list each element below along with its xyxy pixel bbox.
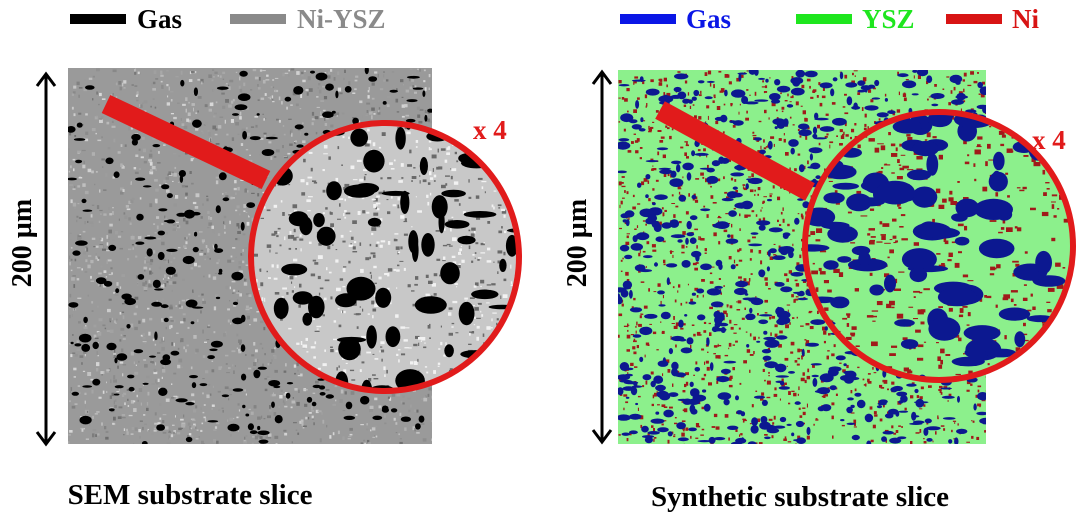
legend-swatch-gas [70, 14, 126, 24]
zoom-inset [655, 101, 1076, 383]
zoom-label: x 4 [473, 115, 507, 145]
legend-label-ni-ysz: Ni-YSZ [297, 4, 386, 34]
caption-synthetic: Synthetic substrate slice [650, 481, 950, 513]
legend-swatch-ni [946, 14, 1002, 24]
scale-label: 200 µm [562, 198, 593, 288]
legend-label-gas: Gas [137, 4, 183, 34]
legend-label-gas: Gas [686, 4, 732, 34]
caption-sem: SEM substrate slice [67, 479, 313, 511]
zoom-label: x 4 [1032, 125, 1066, 155]
scale-label: 200 µm [7, 198, 38, 288]
legend-swatch-gas [620, 14, 676, 24]
legend-swatch-ysz [796, 14, 852, 24]
legend-label-ni: Ni [1012, 4, 1039, 34]
scale-arrow [591, 69, 613, 445]
zoom-inset [101, 94, 522, 394]
scale-arrow [35, 71, 57, 447]
legend-label-ysz: YSZ [862, 4, 915, 34]
legend-swatch-ni-ysz [230, 14, 286, 24]
